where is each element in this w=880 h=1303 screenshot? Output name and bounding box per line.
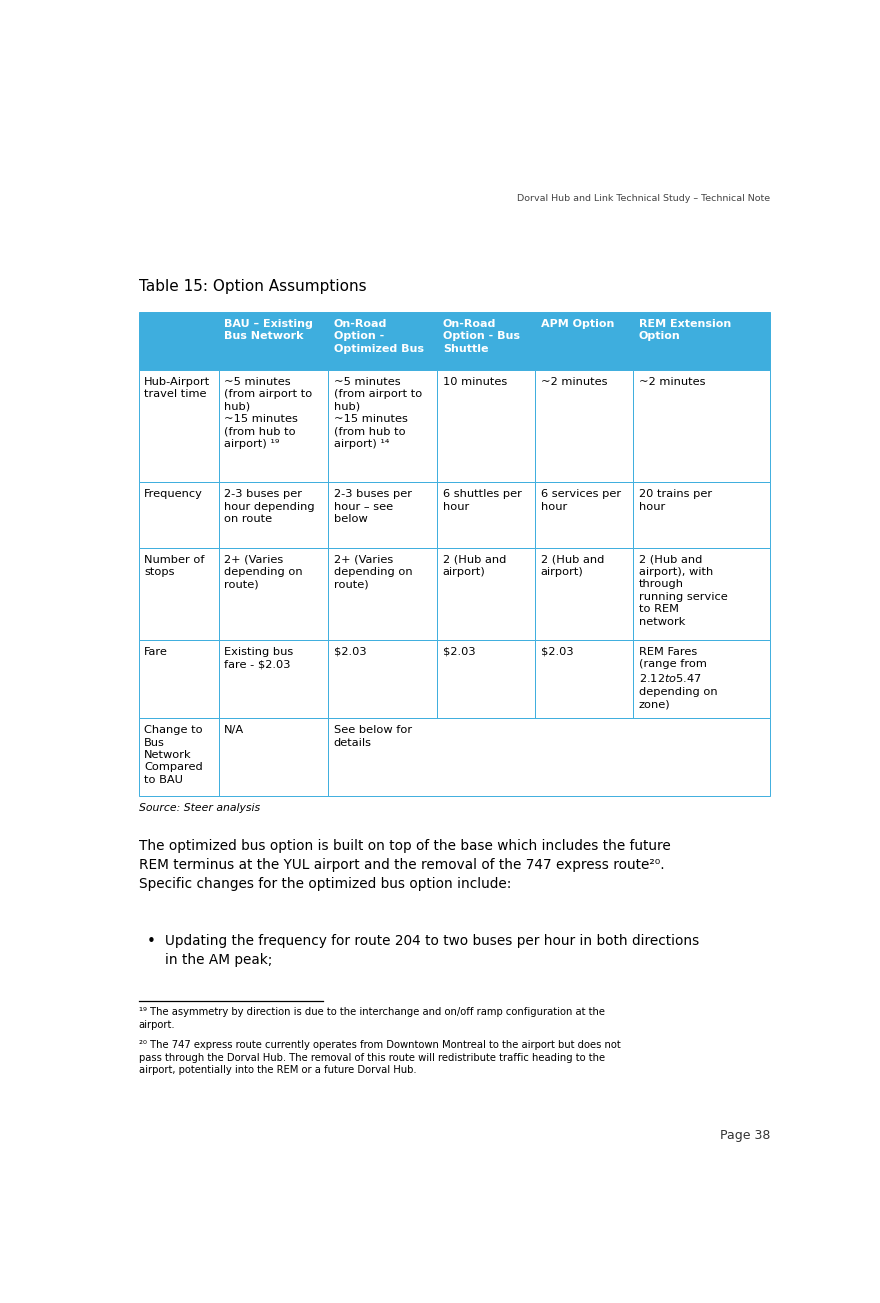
- Bar: [328, 640, 437, 718]
- Text: ~5 minutes
(from airport to
hub)
~15 minutes
(from hub to
airport) ¹⁹: ~5 minutes (from airport to hub) ~15 min…: [224, 377, 312, 450]
- Bar: [139, 547, 219, 640]
- Text: $2.03: $2.03: [334, 648, 366, 657]
- Bar: [328, 370, 437, 482]
- Text: 2 (Hub and
airport): 2 (Hub and airport): [540, 555, 604, 577]
- Text: See below for
details: See below for details: [334, 726, 412, 748]
- Bar: [437, 311, 535, 370]
- Text: 2+ (Varies
depending on
route): 2+ (Varies depending on route): [334, 555, 412, 589]
- Text: ~2 minutes: ~2 minutes: [540, 377, 607, 387]
- Bar: [535, 482, 633, 547]
- Text: Dorval Hub and Link Technical Study – Technical Note: Dorval Hub and Link Technical Study – Te…: [517, 194, 770, 203]
- Bar: [633, 482, 770, 547]
- Bar: [633, 370, 770, 482]
- Bar: [219, 640, 328, 718]
- Text: REM Fares
(range from
$2.12 to $5.47
depending on
zone): REM Fares (range from $2.12 to $5.47 dep…: [639, 648, 717, 709]
- Text: 2+ (Varies
depending on
route): 2+ (Varies depending on route): [224, 555, 303, 589]
- Text: Number of
stops: Number of stops: [144, 555, 204, 577]
- Text: •: •: [147, 934, 156, 949]
- Text: 10 minutes: 10 minutes: [443, 377, 507, 387]
- Text: ~2 minutes: ~2 minutes: [639, 377, 705, 387]
- Text: Existing bus
fare - $2.03: Existing bus fare - $2.03: [224, 648, 294, 670]
- Bar: [633, 311, 770, 370]
- Bar: [437, 640, 535, 718]
- Text: $2.03: $2.03: [540, 648, 574, 657]
- Text: On-Road
Option -
Optimized Bus: On-Road Option - Optimized Bus: [334, 319, 423, 353]
- Text: APM Option: APM Option: [540, 319, 614, 328]
- Text: $2.03: $2.03: [443, 648, 475, 657]
- Bar: [328, 311, 437, 370]
- Text: The optimized bus option is built on top of the base which includes the future
R: The optimized bus option is built on top…: [139, 839, 671, 890]
- Text: ²⁰ The 747 express route currently operates from Downtown Montreal to the airpor: ²⁰ The 747 express route currently opera…: [139, 1040, 620, 1075]
- Text: 2-3 buses per
hour depending
on route: 2-3 buses per hour depending on route: [224, 490, 315, 524]
- Text: On-Road
Option - Bus
Shuttle: On-Road Option - Bus Shuttle: [443, 319, 520, 353]
- Text: N/A: N/A: [224, 726, 245, 735]
- Bar: [328, 547, 437, 640]
- Bar: [633, 547, 770, 640]
- Text: 2 (Hub and
airport): 2 (Hub and airport): [443, 555, 506, 577]
- Text: ~5 minutes
(from airport to
hub)
~15 minutes
(from hub to
airport) ¹⁴: ~5 minutes (from airport to hub) ~15 min…: [334, 377, 422, 450]
- Text: Page 38: Page 38: [720, 1128, 770, 1141]
- Text: BAU – Existing
Bus Network: BAU – Existing Bus Network: [224, 319, 313, 341]
- Bar: [219, 547, 328, 640]
- Bar: [328, 482, 437, 547]
- Text: REM Extension
Option: REM Extension Option: [639, 319, 730, 341]
- Text: 6 services per
hour: 6 services per hour: [540, 490, 620, 512]
- Bar: [139, 482, 219, 547]
- Text: Source: Steer analysis: Source: Steer analysis: [139, 804, 260, 813]
- Bar: [535, 547, 633, 640]
- Bar: [139, 311, 219, 370]
- Text: Hub-Airport
travel time: Hub-Airport travel time: [144, 377, 210, 400]
- Bar: [633, 640, 770, 718]
- Bar: [219, 311, 328, 370]
- Bar: [535, 640, 633, 718]
- Bar: [437, 482, 535, 547]
- Text: ¹⁹ The asymmetry by direction is due to the interchange and on/off ramp configur: ¹⁹ The asymmetry by direction is due to …: [139, 1007, 605, 1029]
- Bar: [139, 718, 219, 796]
- Text: Updating the frequency for route 204 to two buses per hour in both directions
in: Updating the frequency for route 204 to …: [165, 934, 699, 967]
- Bar: [535, 311, 633, 370]
- Bar: [437, 370, 535, 482]
- Text: Fare: Fare: [144, 648, 168, 657]
- Bar: [535, 370, 633, 482]
- Bar: [437, 547, 535, 640]
- Text: Frequency: Frequency: [144, 490, 203, 499]
- Text: 2-3 buses per
hour – see
below: 2-3 buses per hour – see below: [334, 490, 412, 524]
- Text: 2 (Hub and
airport), with
through
running service
to REM
network: 2 (Hub and airport), with through runnin…: [639, 555, 728, 627]
- Bar: [219, 482, 328, 547]
- Text: Table 15: Option Assumptions: Table 15: Option Assumptions: [139, 279, 366, 293]
- Text: 20 trains per
hour: 20 trains per hour: [639, 490, 712, 512]
- Bar: [219, 370, 328, 482]
- Bar: [139, 370, 219, 482]
- Bar: [219, 718, 328, 796]
- Bar: [328, 718, 770, 796]
- Bar: [139, 640, 219, 718]
- Text: Change to
Bus
Network
Compared
to BAU: Change to Bus Network Compared to BAU: [144, 726, 203, 784]
- Text: 6 shuttles per
hour: 6 shuttles per hour: [443, 490, 522, 512]
